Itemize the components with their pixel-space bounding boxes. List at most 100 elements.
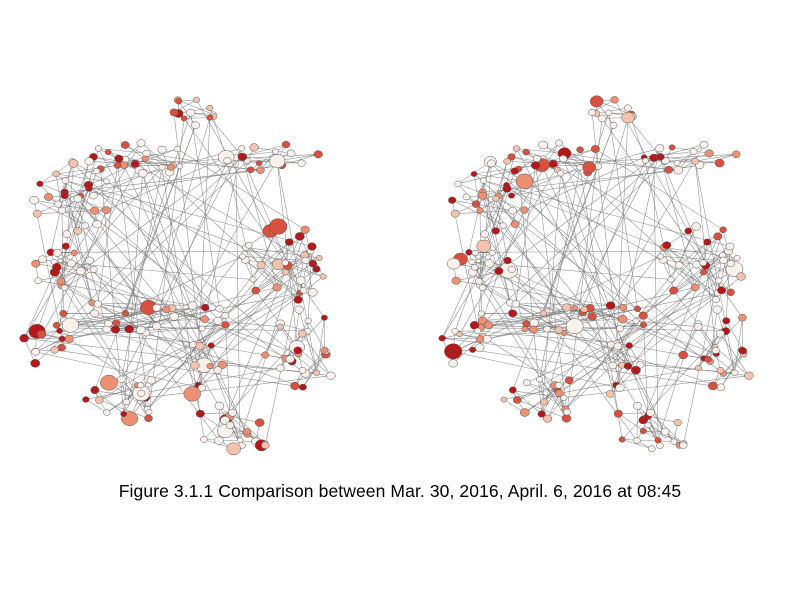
graph-node <box>631 365 641 375</box>
graph-node <box>223 157 232 165</box>
graph-edge <box>80 209 107 272</box>
graph-edge <box>468 192 483 253</box>
graph-node <box>112 319 121 327</box>
graph-node <box>169 108 179 117</box>
graph-node <box>638 416 648 425</box>
graph-node <box>561 303 572 312</box>
graph-edge <box>564 153 669 171</box>
graph-edge <box>622 439 674 442</box>
graph-node <box>285 238 294 246</box>
graph-node <box>249 276 257 283</box>
graph-edge <box>694 161 717 351</box>
graph-edge <box>299 236 314 264</box>
graph-node <box>173 145 181 153</box>
graph-node <box>638 311 648 320</box>
graph-node <box>657 253 665 260</box>
graph-node <box>692 260 701 269</box>
graph-node <box>447 257 461 270</box>
graph-node <box>491 227 500 235</box>
graph-edge <box>98 148 147 154</box>
graph-node <box>60 284 69 291</box>
graph-node <box>152 322 162 331</box>
graph-edge <box>647 415 678 423</box>
graph-node <box>713 232 723 241</box>
graph-node <box>554 381 563 389</box>
graph-node <box>290 381 300 390</box>
graph-edge <box>553 163 731 264</box>
graph-node <box>610 96 619 104</box>
graph-node <box>438 335 446 342</box>
graph-node <box>29 195 40 205</box>
graph-node <box>180 115 188 122</box>
graph-node <box>668 144 676 151</box>
graph-edge <box>483 180 731 247</box>
graph-node <box>281 140 291 149</box>
graph-edge <box>302 350 326 388</box>
graph-node <box>597 114 607 123</box>
graph-edge <box>563 158 717 300</box>
graph-edge <box>225 324 231 417</box>
graph-edge <box>482 195 511 303</box>
graph-edge <box>217 320 281 328</box>
graph-node <box>500 396 508 403</box>
graph-node <box>145 409 153 416</box>
graph-node <box>691 157 700 165</box>
graph-edge <box>50 250 311 253</box>
graph-edge <box>643 324 649 417</box>
graph-edge <box>479 210 482 314</box>
graph-node <box>136 325 146 335</box>
graph-node <box>519 408 530 417</box>
graph-edge <box>72 161 300 294</box>
graph-node <box>523 379 531 387</box>
graph-node <box>320 346 329 354</box>
graph-edge <box>457 183 525 211</box>
graph-node <box>714 158 725 168</box>
graph-edge <box>156 160 228 327</box>
graph-edge <box>204 439 256 442</box>
graph-node <box>576 146 584 153</box>
graph-node <box>673 166 684 175</box>
graph-edge <box>643 157 674 291</box>
graph-node <box>633 305 642 312</box>
graph-node <box>576 164 584 171</box>
graph-node <box>313 150 323 159</box>
graph-node <box>494 267 504 275</box>
graph-node <box>113 161 122 169</box>
graph-node <box>101 206 111 214</box>
graph-node <box>633 402 642 410</box>
graph-edge <box>601 118 743 318</box>
graph-node <box>103 409 111 416</box>
graph-node <box>32 209 42 218</box>
graph-node <box>462 193 471 201</box>
graph-node <box>571 304 578 311</box>
graph-edge <box>64 195 306 374</box>
figure-caption: Figure 3.1.1 Comparison between Mar. 30,… <box>118 481 682 501</box>
graph-node <box>286 149 296 158</box>
graph-node <box>67 259 76 268</box>
graph-node <box>684 227 693 235</box>
graph-node <box>52 263 62 272</box>
graph-node <box>699 140 709 149</box>
graph-edge <box>541 173 561 415</box>
graph-node <box>121 310 129 317</box>
graph-node <box>636 361 645 369</box>
graph-node <box>554 326 564 334</box>
graph-node <box>476 335 485 343</box>
graph-edge <box>50 192 65 253</box>
graph-node <box>70 249 78 256</box>
graph-edge <box>559 367 699 394</box>
graph-node <box>249 143 259 152</box>
graph-node <box>712 305 722 314</box>
graph-edge <box>660 156 719 294</box>
graph-node <box>225 421 235 429</box>
graph-node <box>120 141 130 149</box>
graph-node <box>272 283 282 292</box>
graph-node <box>669 286 679 295</box>
graph-node <box>690 283 700 292</box>
graph-node <box>313 369 321 376</box>
graph-edge <box>74 252 93 303</box>
graph-node <box>215 305 224 313</box>
graph-node <box>89 266 98 273</box>
graph-node <box>200 315 209 323</box>
graph-node <box>281 269 290 276</box>
